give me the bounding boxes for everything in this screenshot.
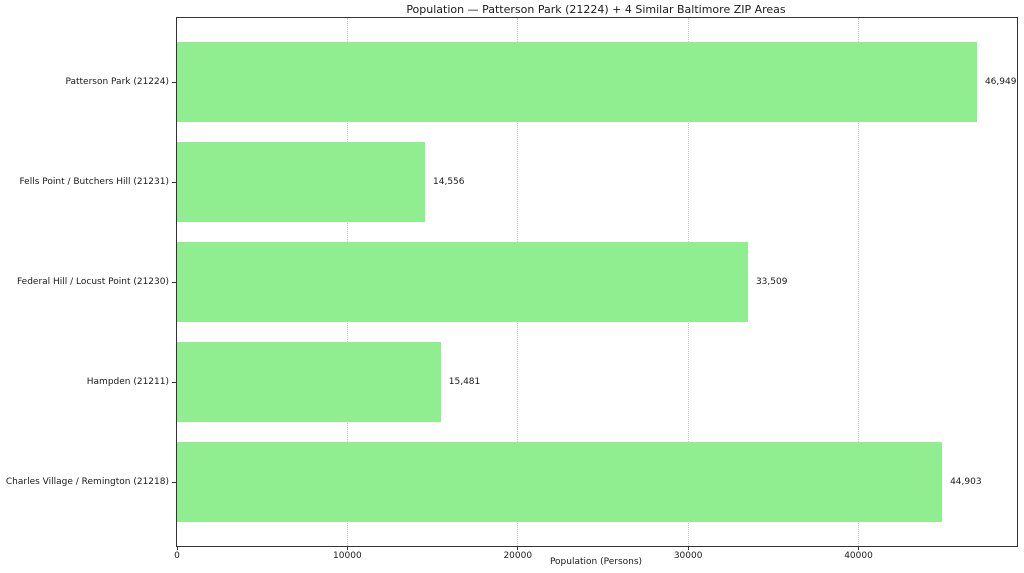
x-tick-label: 20000: [503, 551, 533, 561]
y-tick-label: Federal Hill / Locust Point (21230): [16, 277, 169, 287]
y-tick-label: Patterson Park (21224): [65, 77, 169, 87]
bar-value-label: 44,903: [950, 477, 982, 487]
y-tick-label: Fells Point / Butchers Hill (21231): [19, 177, 169, 187]
y-tick-mark: [172, 382, 176, 383]
y-tick-mark: [172, 282, 176, 283]
x-tick-label: 0: [174, 551, 180, 561]
gridline: [858, 18, 860, 546]
x-tick-label: 10000: [333, 551, 362, 561]
chart-title: Population — Patterson Park (21224) + 4 …: [406, 3, 786, 16]
bar-patterson-park-21224: [177, 42, 977, 122]
y-tick-label: Hampden (21211): [86, 377, 169, 387]
x-tick-mark: [346, 546, 348, 550]
y-tick-mark: [172, 182, 176, 183]
plot-area: 46,949 Patterson Park (21224) 14,556 Fells …: [6, 17, 1018, 561]
bar-value-label: 33,509: [755, 277, 788, 287]
x-tick-mark: [687, 546, 689, 550]
x-tick-mark: [517, 546, 519, 550]
bar-charles-village-remington-21218: [177, 442, 943, 522]
bar-value-label: 46,949: [984, 77, 1017, 87]
bar-federal-hill-locust-point-21230: [177, 242, 748, 322]
y-tick-mark: [172, 482, 176, 483]
bar-value-label: 15,481: [448, 377, 481, 387]
bar-hampden-21211: [177, 342, 441, 422]
y-tick-label: Charles Village / Remington (21218): [5, 477, 169, 487]
bar-value-label: 14,556: [433, 177, 465, 187]
bar-fells-point-butchers-hill-21231: [177, 142, 425, 222]
x-tick-mark: [176, 546, 178, 550]
y-tick-mark: [172, 82, 176, 83]
x-axis-label: Population (Persons): [549, 557, 643, 567]
x-tick-label: 30000: [673, 551, 703, 561]
x-tick-label: 40000: [844, 551, 873, 561]
x-tick-mark: [858, 546, 860, 550]
